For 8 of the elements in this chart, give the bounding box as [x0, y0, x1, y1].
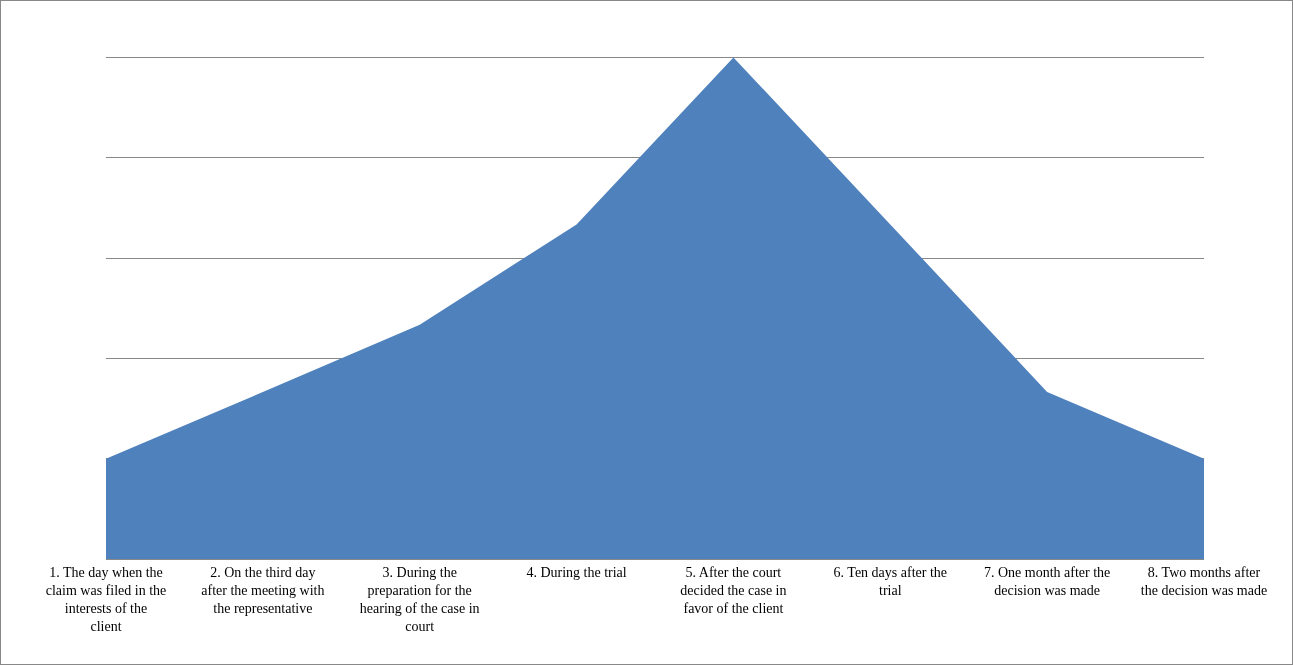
x-tick-label: 2. On the third day after the meeting with the representative	[201, 564, 325, 617]
x-tick-label: 3. During the preparation for the hearing of the case in court	[359, 564, 480, 635]
x-tick-label: 5. After the court decided the case in favor of the client	[680, 564, 787, 617]
x-tick-label: 1. The day when the claim was filed in the interests of the client	[45, 564, 167, 635]
x-tick-label: 6. Ten days after the trial	[833, 564, 948, 598]
x-tick-label: 4. During the trial	[526, 564, 627, 580]
x-tick-label: 8. Two months after the decision was made	[1140, 564, 1268, 598]
x-tick-label: 7. One month after the decision was made	[983, 564, 1111, 598]
